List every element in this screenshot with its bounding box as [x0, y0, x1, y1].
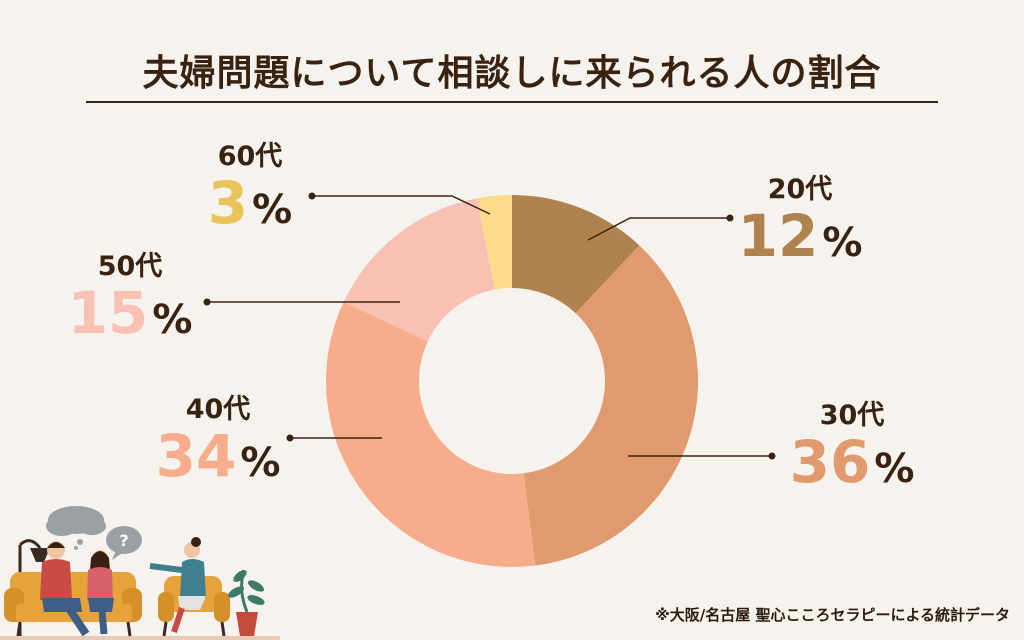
leader-dot-40代 [286, 434, 294, 442]
category-label-30代: 30代 [820, 400, 885, 431]
question-mark: ? [119, 531, 128, 550]
value-label-20代: 12% [738, 202, 863, 270]
title-underline [86, 101, 938, 103]
donut-slice-30代 [523, 245, 698, 566]
donut-slice-40代 [326, 301, 536, 567]
value-label-30代: 36% [790, 428, 915, 496]
counselor-icon [149, 537, 206, 633]
thought-cloud-icon [46, 506, 106, 550]
leader-dot-50代 [203, 298, 211, 306]
leader-dot-30代 [768, 452, 776, 460]
category-label-50代: 50代 [98, 251, 163, 282]
leader-line-20代 [587, 217, 730, 241]
donut-slice-50代 [343, 198, 495, 342]
donut-slice-60代 [477, 195, 512, 290]
leader-dot-20代 [726, 214, 734, 222]
category-label-20代: 20代 [768, 174, 833, 205]
question-bubble-icon: ? [106, 526, 142, 560]
counseling-illustration: ? [0, 506, 280, 640]
value-label-60代: 3% [208, 169, 292, 237]
source-note: ※大阪/名古屋 聖心こころセラピーによる統計データ [655, 606, 1010, 624]
leader-dot-60代 [308, 192, 316, 200]
chart-title: 夫婦問題について相談しに来られる人の割合 [142, 53, 882, 94]
donut-slice-20代 [512, 195, 640, 314]
category-label-40代: 40代 [186, 394, 251, 425]
potted-plant-icon [227, 569, 265, 636]
couple-icon [40, 541, 114, 637]
value-label-50代: 15% [68, 279, 193, 347]
floor-rug [0, 636, 280, 640]
category-label-60代: 60代 [218, 141, 283, 172]
value-label-40代: 34% [156, 422, 281, 490]
leader-line-60代 [312, 195, 491, 215]
